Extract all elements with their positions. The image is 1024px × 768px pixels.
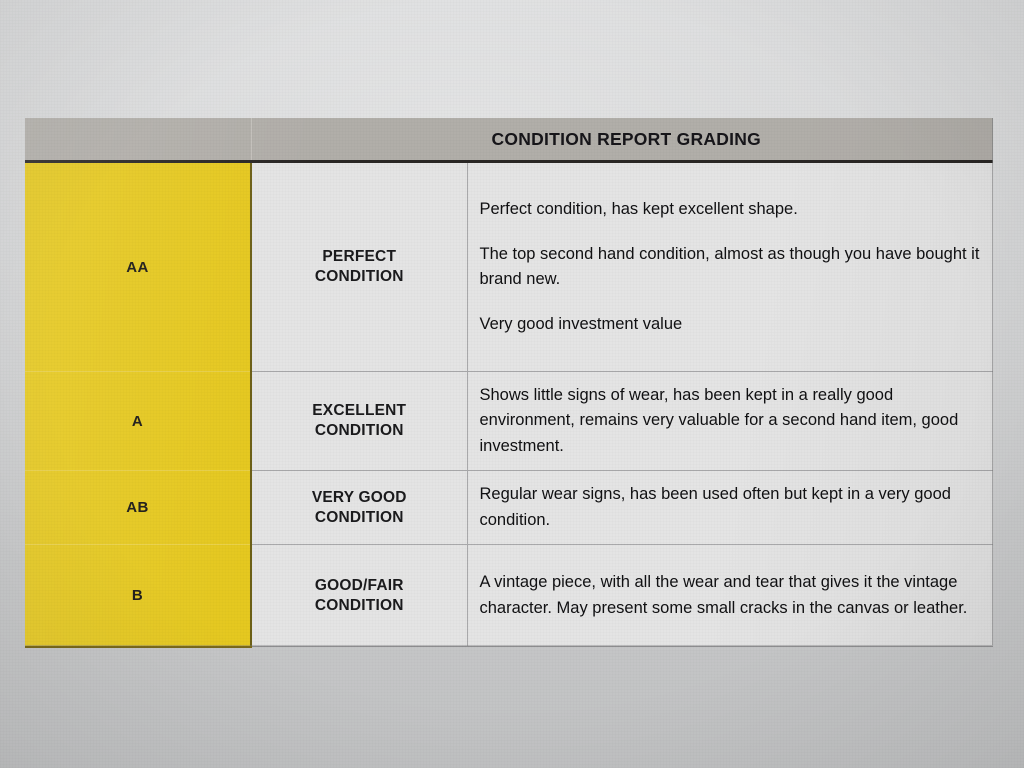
table-header-row: CONDITION REPORT GRADING (25, 118, 994, 163)
condition-name-line-2: CONDITION (314, 596, 404, 614)
description-paragraph: Regular wear signs, has been used often … (479, 485, 951, 529)
header-spacer-cell (25, 118, 252, 163)
table-row: A EXCELLENT CONDITION Shows little signs… (25, 371, 994, 471)
condition-name-line-2: CONDITION (314, 268, 404, 285)
table-body: AA PERFECT CONDITION Perfect condition, … (25, 161, 994, 648)
grade-badge-a: A (25, 371, 252, 471)
table-row: AB VERY GOOD CONDITION Regular wear sign… (25, 470, 994, 545)
condition-description-a: Shows little signs of wear, has been kep… (467, 371, 994, 471)
condition-description-b: A vintage piece, with all the wear and t… (467, 544, 994, 647)
table-header: CONDITION REPORT GRADING (25, 118, 994, 163)
description-paragraph: Very good investment value (479, 315, 683, 334)
description-paragraph: A vintage piece, with all the wear and t… (479, 573, 968, 617)
condition-description-aa: Perfect condition, has kept excellent sh… (467, 161, 994, 372)
condition-description-ab: Regular wear signs, has been used often … (467, 470, 994, 545)
table-row: B GOOD/FAIR CONDITION A vintage piece, w… (25, 544, 994, 648)
condition-name-b: GOOD/FAIR CONDITION (251, 544, 468, 647)
grade-badge-b: B (25, 544, 252, 648)
condition-name-ab: VERY GOOD CONDITION (251, 470, 468, 545)
condition-name-aa: PERFECT CONDITION (251, 161, 468, 372)
condition-name-line-2: CONDITION (314, 508, 404, 526)
condition-report-grading-table: CONDITION REPORT GRADING AA PERFECT COND… (25, 118, 994, 648)
condition-name-line-2: CONDITION (314, 422, 404, 439)
condition-name-line-1: EXCELLENT (312, 402, 407, 420)
condition-report-table-container: CONDITION REPORT GRADING AA PERFECT COND… (25, 118, 994, 648)
condition-name-line-1: VERY GOOD (311, 488, 407, 506)
page-title: CONDITION REPORT GRADING (491, 129, 761, 149)
table-row: AA PERFECT CONDITION Perfect condition, … (25, 161, 994, 372)
condition-name-a: EXCELLENT CONDITION (251, 371, 468, 471)
header-title-cell: CONDITION REPORT GRADING (251, 118, 994, 163)
description-paragraph: Shows little signs of wear, has been kep… (479, 386, 959, 455)
condition-name-line-1: GOOD/FAIR (314, 576, 404, 594)
description-paragraph: The top second hand condition, almost as… (479, 244, 980, 288)
grade-badge-ab: AB (25, 470, 252, 545)
condition-name-line-1: PERFECT (322, 248, 397, 266)
grade-badge-aa: AA (25, 161, 252, 372)
description-paragraph: Perfect condition, has kept excellent sh… (479, 199, 798, 218)
